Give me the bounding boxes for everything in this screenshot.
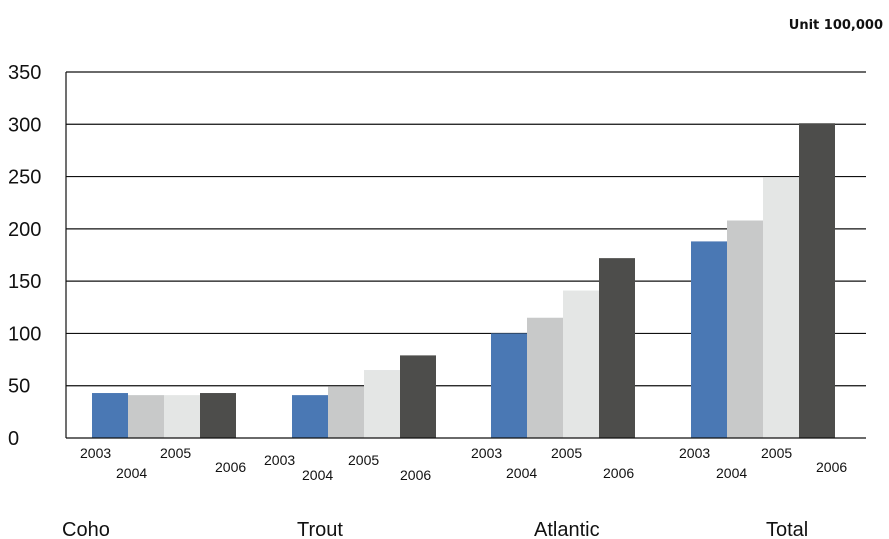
year-label: 2005 [761, 445, 792, 461]
y-tick-label: 100 [8, 323, 41, 345]
y-tick-label: 200 [8, 219, 41, 241]
bar [200, 393, 236, 438]
bar [599, 258, 635, 438]
year-label: 2006 [215, 459, 246, 475]
bar [563, 290, 599, 438]
year-label: 2003 [471, 445, 502, 461]
category-label: Coho [62, 519, 110, 539]
year-label: 2005 [348, 452, 379, 468]
year-label: 2003 [679, 445, 710, 461]
y-tick-label: 250 [8, 167, 41, 189]
bar [164, 395, 200, 438]
y-tick-label: 300 [8, 114, 41, 136]
bar [799, 123, 835, 439]
bar [727, 220, 763, 438]
y-tick-label: 150 [8, 271, 41, 293]
y-tick-label: 350 [8, 62, 41, 84]
year-label: 2004 [506, 465, 537, 481]
bar [527, 317, 563, 438]
year-label: 2006 [400, 467, 431, 483]
bar [491, 333, 527, 438]
bar [400, 355, 436, 438]
bar [364, 370, 400, 438]
year-label: 2006 [603, 465, 634, 481]
category-label: Trout [297, 519, 343, 539]
year-label: 2004 [716, 465, 747, 481]
bar [92, 393, 128, 438]
bar [292, 395, 328, 438]
year-label: 2005 [160, 445, 191, 461]
bar [328, 386, 364, 438]
year-label: 2003 [264, 452, 295, 468]
y-tick-label: 0 [8, 428, 19, 450]
bar [128, 395, 164, 438]
bar [763, 177, 799, 439]
category-label: Total [766, 519, 808, 539]
category-label: Atlantic [534, 519, 600, 539]
year-label: 2004 [302, 467, 333, 483]
unit-label: Unit 100,000 [788, 18, 883, 33]
year-label: 2005 [551, 445, 582, 461]
year-label: 2003 [80, 445, 111, 461]
year-label: 2006 [816, 459, 847, 475]
y-tick-label: 50 [8, 376, 30, 398]
year-label: 2004 [116, 465, 147, 481]
bar [691, 241, 727, 438]
